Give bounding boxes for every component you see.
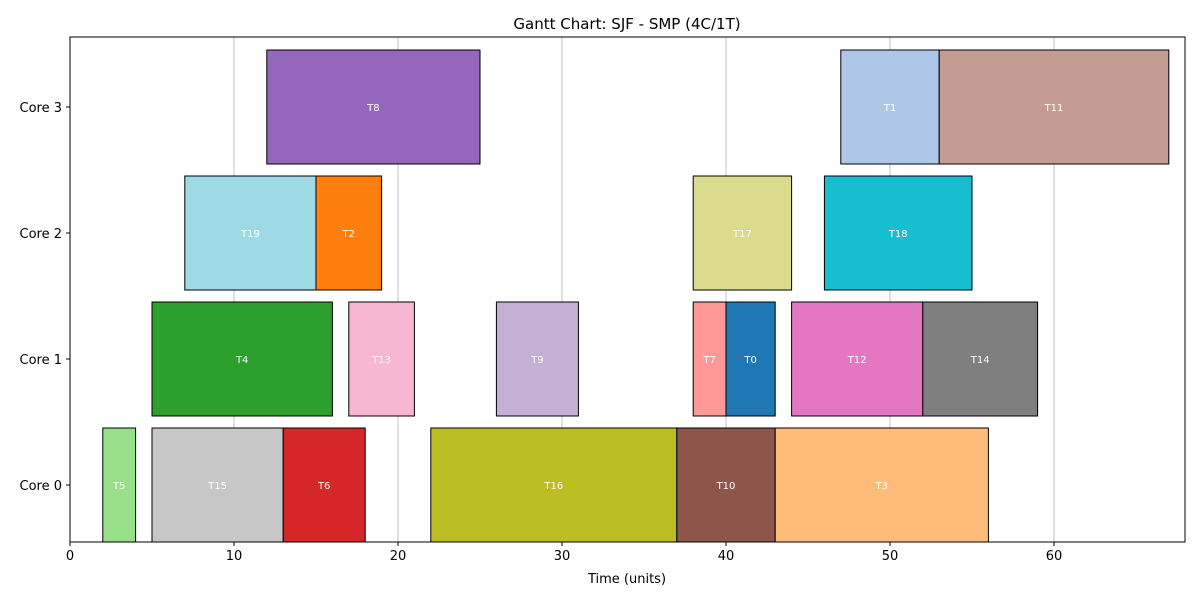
- bar-t10: [676, 427, 776, 543]
- bar-label-t17: T17: [732, 229, 752, 240]
- bar-label-t3: T3: [875, 481, 888, 492]
- bar-t18: [823, 175, 973, 291]
- x-tick-label-20: 20: [390, 549, 407, 564]
- y-tick-label-core-3: Core 3: [20, 101, 63, 116]
- bar-t19: [184, 175, 317, 291]
- bar-t0: [725, 301, 776, 417]
- bar-label-t15: T15: [207, 481, 227, 492]
- bar-t15: [151, 427, 284, 543]
- bar-t1: [840, 49, 940, 165]
- bar-t2: [315, 175, 383, 291]
- bar-t12: [791, 301, 924, 417]
- x-tick-label-60: 60: [1046, 549, 1063, 564]
- x-tick-label-0: 0: [66, 549, 74, 564]
- bar-label-t13: T13: [371, 355, 391, 366]
- plot-area-frame: [69, 36, 1186, 543]
- bar-label-t9: T9: [530, 355, 543, 366]
- bar-label-t0: T0: [743, 355, 756, 366]
- bar-t13: [348, 301, 415, 417]
- bar-label-t10: T10: [716, 481, 736, 492]
- y-axis-ticks: Core 0 Core 1 Core 2 Core 3: [20, 101, 70, 494]
- bar-label-t8: T8: [366, 103, 379, 114]
- bar-t14: [922, 301, 1039, 417]
- x-axis-ticks: 0 10 20 30 40 50 60: [66, 542, 1062, 564]
- x-tick-label-50: 50: [882, 549, 899, 564]
- bar-t8: [266, 49, 481, 165]
- bar-t6: [282, 427, 366, 543]
- bar-label-t1: T1: [883, 103, 896, 114]
- bar-labels: T5 T15 T6 T16 T10 T3 T4 T13 T9 T7 T0 T12 T14 T19 T2 T17…: [112, 103, 1063, 492]
- bars: [102, 49, 1170, 543]
- bar-label-t16: T16: [543, 481, 563, 492]
- bar-label-t12: T12: [847, 355, 867, 366]
- bar-label-t11: T11: [1044, 103, 1064, 114]
- y-tick-label-core-1: Core 1: [20, 353, 63, 368]
- x-axis-label: Time (units): [587, 572, 666, 587]
- bar-label-t4: T4: [235, 355, 248, 366]
- y-tick-label-core-0: Core 0: [20, 479, 63, 494]
- bar-label-t19: T19: [240, 229, 260, 240]
- bar-label-t14: T14: [970, 355, 990, 366]
- bar-label-t18: T18: [888, 229, 908, 240]
- bar-t17: [692, 175, 793, 291]
- bar-label-t6: T6: [317, 481, 330, 492]
- x-tick-label-10: 10: [226, 549, 243, 564]
- x-tick-label-40: 40: [718, 549, 735, 564]
- bar-t9: [495, 301, 579, 417]
- bar-label-t2: T2: [342, 229, 355, 240]
- bar-t4: [151, 301, 333, 417]
- chart-title: Gantt Chart: SJF - SMP (4C/1T): [513, 15, 740, 33]
- bar-label-t5: T5: [112, 481, 125, 492]
- bar-t11: [938, 49, 1170, 165]
- bar-label-t7: T7: [702, 355, 715, 366]
- x-tick-label-30: 30: [554, 549, 571, 564]
- bar-t3: [774, 427, 989, 543]
- y-tick-label-core-2: Core 2: [20, 227, 63, 242]
- bar-t16: [430, 427, 678, 543]
